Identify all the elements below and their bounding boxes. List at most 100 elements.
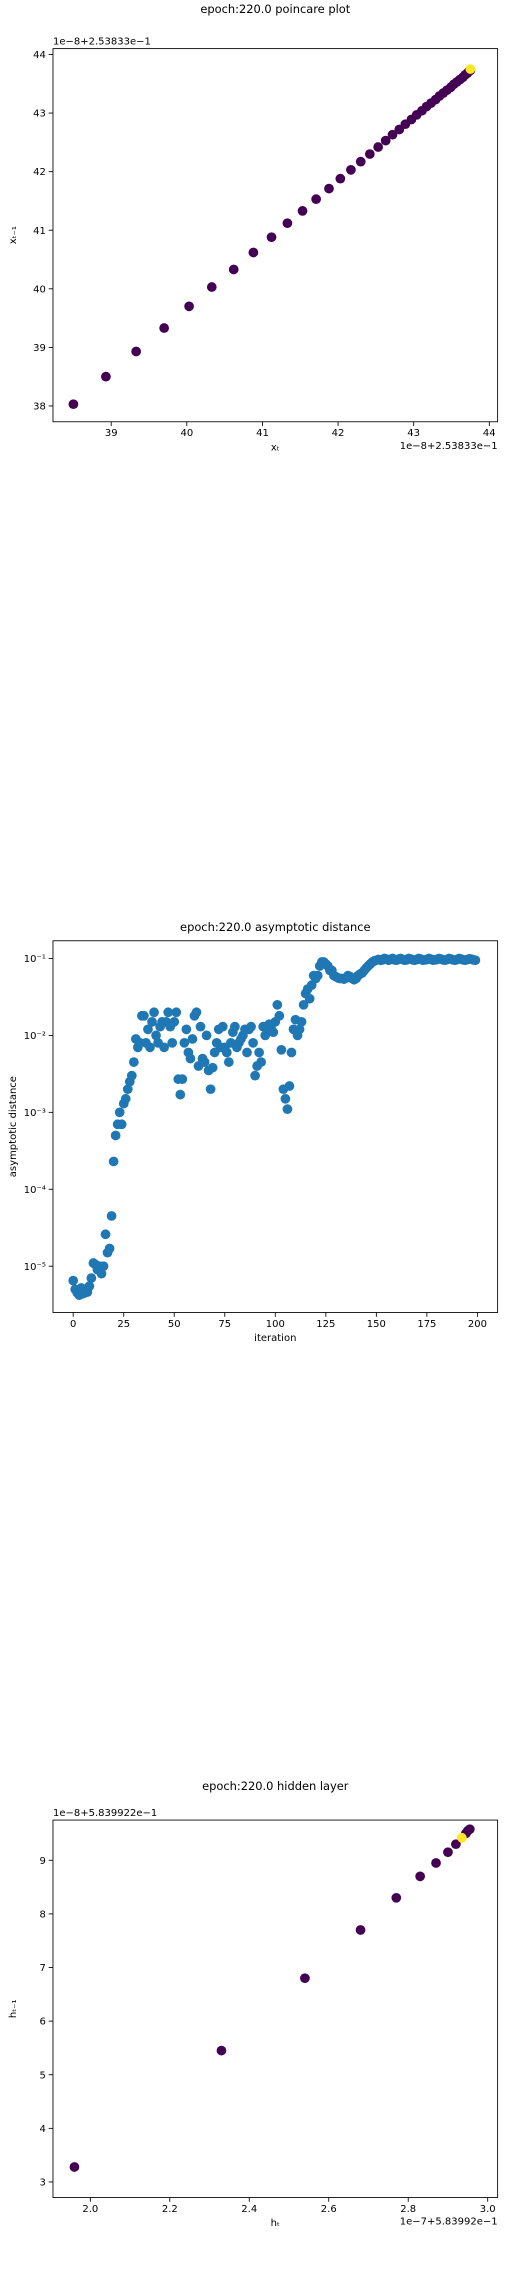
point [248, 247, 259, 258]
point [145, 1042, 155, 1053]
point [163, 1007, 174, 1018]
x-tick-label: 3.0 [480, 2204, 496, 2215]
point [184, 301, 194, 312]
x-tick-label: 2.8 [400, 2204, 416, 2215]
point [415, 1871, 426, 1882]
point [266, 232, 277, 243]
point [268, 1027, 279, 1038]
point [187, 1034, 198, 1044]
x-tick-label: 43 [407, 428, 420, 439]
point [282, 218, 293, 229]
y-tick-label: 10⁻⁴ [24, 1185, 46, 1196]
point [246, 1021, 256, 1032]
point [230, 1021, 240, 1032]
axes-frame [52, 48, 499, 423]
x-tick-label: 150 [367, 1319, 386, 1330]
point [228, 264, 239, 275]
point [256, 1057, 267, 1067]
y-offset-label: 1e−8+5.839922e−1 [53, 1808, 157, 1819]
point [280, 1093, 291, 1104]
x-tick-label: 75 [218, 1319, 231, 1330]
point [147, 1017, 157, 1027]
y-tick-label: 10⁻² [24, 1031, 46, 1042]
x-tick-label: 44 [483, 428, 496, 439]
x-tick-label: 2.0 [82, 2204, 98, 2215]
y-tick-label: 10⁻³ [24, 1108, 46, 1119]
point [205, 1084, 216, 1095]
x-tick-label: 200 [468, 1319, 487, 1330]
point [100, 1229, 111, 1240]
y-tick-label: 41 [33, 226, 46, 237]
point [128, 1057, 139, 1067]
y-tick-label: 9 [39, 1856, 45, 1867]
x-tick-label: 41 [256, 428, 269, 439]
point [296, 1017, 307, 1027]
point [139, 1010, 149, 1021]
y-offset-label: 1e−8+2.53833e−1 [53, 36, 151, 47]
point [201, 1030, 212, 1041]
point [470, 955, 481, 966]
x-tick-label: 42 [332, 428, 345, 439]
y-tick-label: 39 [33, 343, 46, 354]
point [254, 1047, 264, 1058]
point [195, 1021, 206, 1032]
point [311, 194, 321, 205]
x-tick-label: 50 [168, 1319, 181, 1330]
point [68, 1275, 79, 1286]
chart-title: epoch:220.0 hidden layer [202, 1779, 349, 1793]
point [451, 1839, 461, 1850]
x-tick-label: 100 [266, 1319, 285, 1330]
point [216, 2045, 227, 2056]
y-axis-label: xₜ₋₁ [8, 226, 19, 244]
point [387, 129, 398, 140]
y-tick-label: 3 [39, 2178, 45, 2189]
point [126, 1070, 137, 1081]
y-tick-label: 38 [33, 402, 46, 413]
point [169, 1017, 180, 1027]
point [464, 1824, 475, 1835]
point [297, 206, 308, 216]
point [242, 1047, 252, 1058]
point [217, 1021, 228, 1032]
point [223, 1057, 234, 1067]
point [298, 999, 309, 1010]
x-tick-label: 25 [117, 1319, 130, 1330]
point [304, 993, 315, 1004]
x-tick-label: 175 [417, 1319, 436, 1330]
point [312, 970, 323, 981]
y-tick-label: 10⁻⁵ [24, 1262, 46, 1273]
point [431, 1858, 441, 1868]
point [116, 1119, 127, 1130]
point [272, 999, 283, 1010]
point [335, 173, 346, 184]
point [143, 1024, 153, 1035]
point [84, 1281, 95, 1292]
point [294, 1024, 305, 1035]
y-axis-label: hₜ₋₁ [8, 1999, 19, 2018]
point [68, 399, 79, 410]
point [324, 183, 334, 194]
y-tick-label: 42 [33, 167, 46, 178]
x-offset-label: 1e−8+2.53833e−1 [400, 441, 498, 452]
point [373, 142, 384, 152]
point [171, 1007, 182, 1018]
point [457, 1832, 467, 1843]
point [122, 1084, 133, 1095]
point [282, 1104, 293, 1115]
y-tick-label: 44 [33, 50, 46, 61]
point [110, 1130, 121, 1141]
chart-title: epoch:220.0 asymptotic distance [180, 920, 370, 934]
point [181, 1024, 192, 1035]
x-axis-label: hₜ [271, 2218, 280, 2229]
x-tick-label: 2.4 [241, 2204, 257, 2215]
x-axis-label: xₜ [271, 442, 280, 453]
point [248, 1038, 258, 1048]
x-tick-label: 2.6 [321, 2204, 337, 2215]
point [199, 1057, 210, 1067]
y-tick-label: 7 [39, 1963, 45, 1974]
point [355, 156, 366, 167]
point [149, 1007, 159, 1018]
point [151, 1030, 161, 1041]
y-tick-label: 5 [39, 2070, 45, 2081]
